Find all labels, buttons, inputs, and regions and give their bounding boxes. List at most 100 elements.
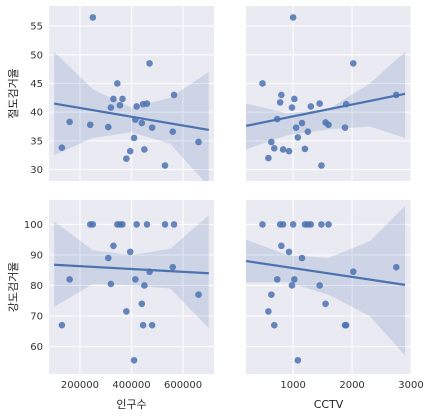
data-point <box>392 263 400 271</box>
data-point <box>89 221 97 228</box>
data-point <box>126 147 134 155</box>
data-point <box>86 121 94 129</box>
x-tick-label: 200000 <box>61 380 99 391</box>
data-point <box>288 104 296 111</box>
y-tick-label: 90 <box>30 250 43 261</box>
data-point <box>270 144 278 152</box>
data-point <box>148 321 156 329</box>
data-point <box>170 91 178 99</box>
data-point <box>146 60 153 67</box>
y-axis-label-theft: 절도검거율 <box>7 68 20 119</box>
data-point <box>270 321 278 329</box>
data-point <box>132 276 139 283</box>
data-point <box>318 221 325 228</box>
data-point <box>325 221 332 228</box>
confidence-band <box>246 51 406 150</box>
data-point <box>268 291 275 298</box>
y-axis-label-robbery: 강도검거율 <box>7 262 20 313</box>
data-point <box>292 124 300 131</box>
x-axis-label-population: 인구수 <box>116 398 146 411</box>
y-tick-label: 40 <box>30 108 43 119</box>
y-tick-label: 100 <box>24 220 43 231</box>
data-point <box>294 134 302 141</box>
panel-plot-area <box>246 206 406 364</box>
data-point <box>273 115 281 123</box>
data-point <box>195 291 202 298</box>
data-point <box>279 146 287 153</box>
data-point <box>294 356 302 364</box>
x-tick-label: 2000 <box>339 380 364 391</box>
data-point <box>278 242 285 250</box>
x-tick-label: 3000 <box>398 380 423 391</box>
data-point <box>66 118 73 126</box>
data-point <box>107 104 115 111</box>
y-tick-label: 45 <box>30 79 43 90</box>
data-point <box>259 80 266 87</box>
data-point <box>307 221 315 228</box>
data-point <box>259 221 266 228</box>
data-point <box>307 103 315 110</box>
data-point <box>325 121 332 129</box>
confidence-band <box>246 206 406 356</box>
panels-layer: 30 35 40 45 50 55 60 70 80 90 100 200000 400000 60000… <box>24 6 424 391</box>
data-point <box>279 221 287 228</box>
x-tick-label: 600000 <box>164 380 202 391</box>
data-point <box>119 221 126 228</box>
y-tick-label: 55 <box>30 22 43 33</box>
data-point <box>289 14 297 21</box>
data-point <box>143 100 151 107</box>
panel-background <box>246 6 411 181</box>
data-point <box>141 146 148 153</box>
x-tick-label: 400000 <box>112 380 150 391</box>
panel-plot-area <box>53 14 210 181</box>
y-axis-labels: 절도검거율 강도검거율 <box>7 68 20 312</box>
confidence-band <box>54 215 209 329</box>
data-point <box>58 144 66 152</box>
data-point <box>291 95 298 103</box>
data-point <box>104 123 112 131</box>
data-point <box>322 300 329 308</box>
data-point <box>318 162 325 169</box>
panel-plot-area <box>246 14 406 169</box>
data-point <box>273 276 281 283</box>
data-point <box>342 100 350 108</box>
data-point <box>265 308 272 315</box>
y-tick-label: 30 <box>30 165 43 176</box>
panel-0-0: 30 35 40 45 50 55 <box>30 6 214 181</box>
data-point <box>289 221 297 228</box>
data-point <box>301 145 309 153</box>
data-point <box>110 242 117 250</box>
x-axis-label-cctv: CCTV <box>314 398 344 411</box>
regression-line <box>246 259 406 286</box>
regression-line <box>54 263 209 275</box>
data-point <box>141 282 148 289</box>
data-point <box>148 124 156 131</box>
regression-line <box>246 92 406 127</box>
regression-line <box>53 102 210 132</box>
data-point <box>130 134 138 142</box>
panel-plot-area <box>54 215 209 364</box>
data-point <box>130 356 138 364</box>
data-point <box>161 162 169 169</box>
data-point <box>104 254 112 262</box>
data-point <box>116 101 124 109</box>
data-point <box>341 124 349 131</box>
data-point <box>161 221 169 228</box>
data-point <box>58 321 66 329</box>
data-point <box>298 254 306 262</box>
data-point <box>265 154 272 162</box>
data-point <box>138 119 146 127</box>
data-point <box>170 221 178 228</box>
y-tick-label: 50 <box>30 50 43 61</box>
data-point <box>132 116 139 123</box>
data-point <box>276 99 284 106</box>
panel-1-1: 1000 2000 3000 <box>246 200 424 391</box>
data-point <box>278 91 285 99</box>
data-point <box>316 100 323 107</box>
data-point <box>195 138 202 146</box>
x-axis-labels: 인구수 CCTV <box>116 398 343 411</box>
data-point <box>169 128 177 135</box>
data-point <box>285 248 293 256</box>
data-point <box>66 276 73 283</box>
